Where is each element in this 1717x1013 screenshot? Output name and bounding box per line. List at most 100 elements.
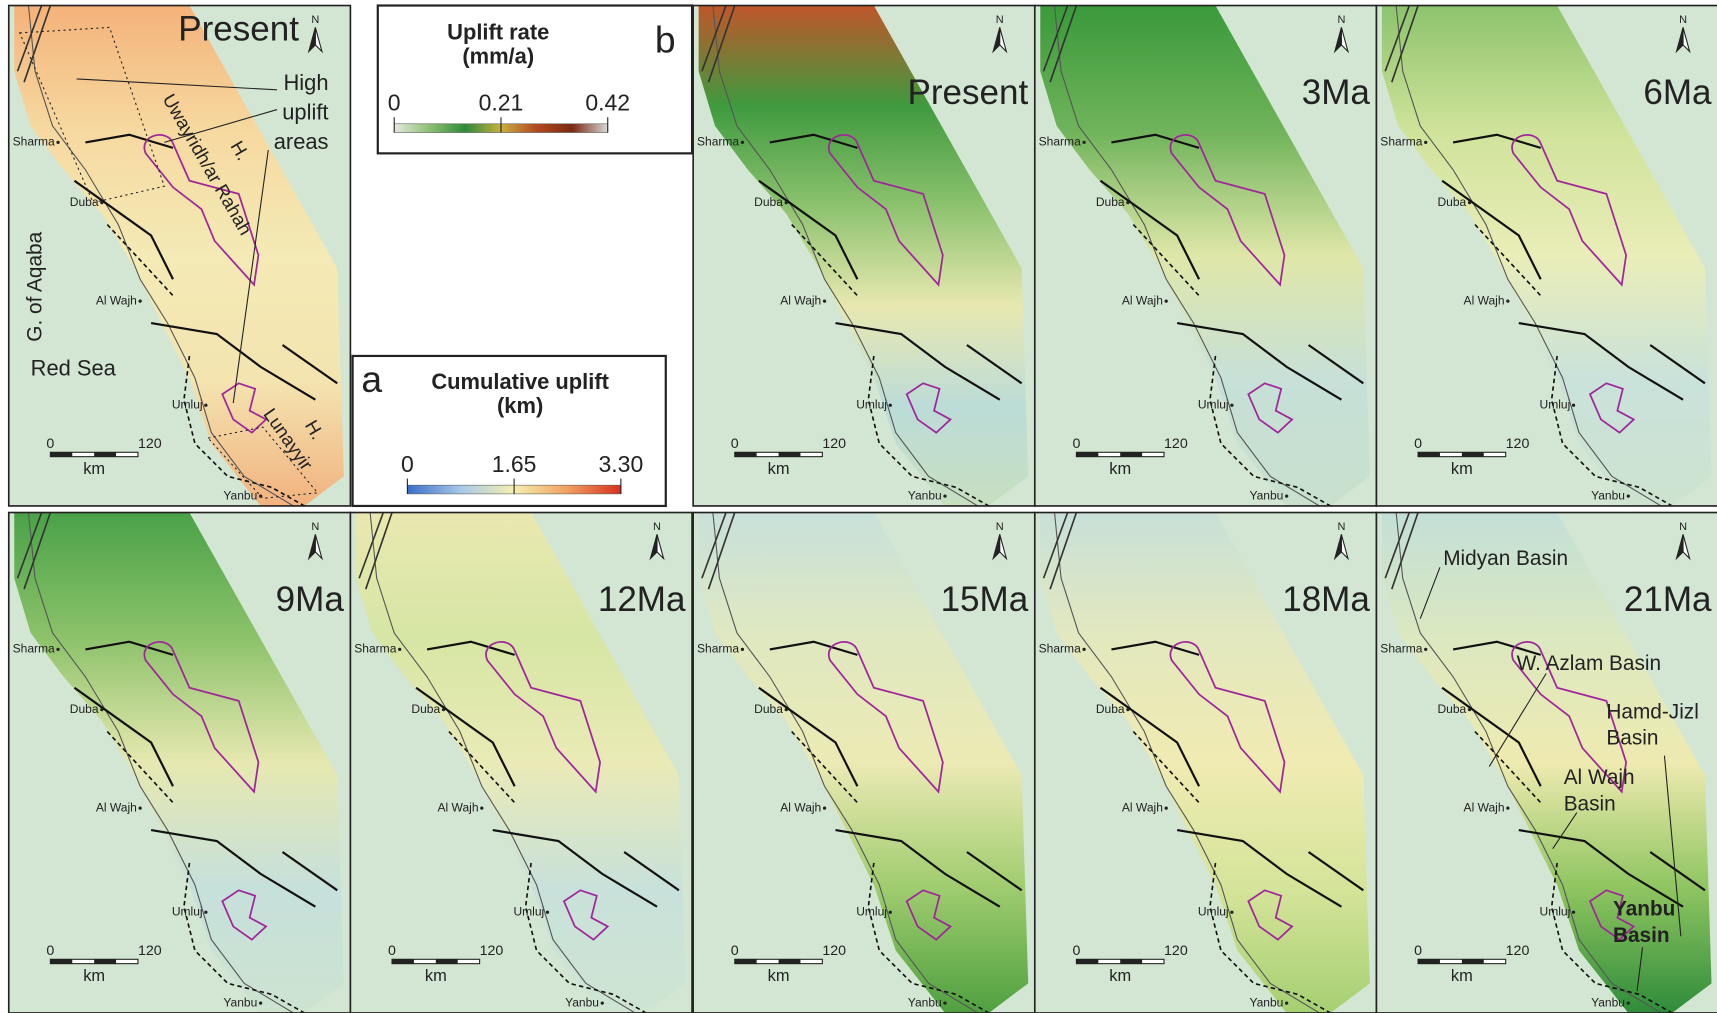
panel-label: 21Ma [1624,580,1712,619]
place-dot [741,141,744,144]
place-label: Duba [754,195,783,209]
place-label: Sharma [1380,135,1422,149]
annotation: W. Azlam Basin [1517,652,1661,675]
place-label: Al Wajh [438,800,479,814]
panel-label: 15Ma [941,580,1029,619]
place-dot [480,807,483,810]
scale-label: 0 [1414,436,1422,452]
place-dot [56,141,59,144]
scale-label: 0 [1072,943,1080,959]
annotation: areas [274,129,329,154]
place-label: Umluj [856,904,887,918]
place-dot [1285,1001,1288,1004]
place-dot [889,911,892,914]
place-dot [1165,807,1168,810]
place-label: Al Wajh [780,293,821,307]
scale-unit: km [425,967,447,985]
place-dot [1627,494,1630,497]
place-dot [1230,404,1233,407]
scale-bar [1076,959,1098,963]
place-label: Al Wajh [96,293,137,307]
north-label: N [996,521,1004,533]
place-dot [785,708,788,711]
scale-bar [1418,452,1440,456]
place-label: Sharma [697,642,739,656]
place-label: Umluj [513,904,544,918]
place-label: Yanbu [1591,995,1625,1009]
place-dot [1506,807,1509,810]
place-label: Umluj [856,397,887,411]
scale-bar [50,452,72,456]
place-dot [100,201,103,204]
map-panel: SharmaDubaAl WajhUmlujYanbuN0120km18Ma [1035,513,1377,1013]
place-dot [741,648,744,651]
scale-label: 0 [388,943,396,959]
scale-label: 120 [1506,436,1530,452]
legend-title: Cumulative uplift [431,369,609,394]
scale-unit: km [768,460,790,478]
north-label: N [311,521,319,533]
place-dot [1126,708,1129,711]
place-dot [100,708,103,711]
legend-letter: b [655,19,676,61]
annotation: High [283,70,328,95]
scale-bar [735,959,757,963]
place-label: Al Wajh [1122,293,1163,307]
place-dot [889,404,892,407]
annotation: Al Wajh [1564,766,1635,789]
annotation: Yanbu [1613,897,1675,920]
north-label: N [1679,521,1687,533]
place-label: Umluj [172,397,203,411]
place-dot [139,807,142,810]
scale-label: 0 [46,943,54,959]
panel-label: 9Ma [276,580,345,619]
place-dot [442,708,445,711]
scale-label: 120 [822,436,846,452]
scale-bar [1076,452,1098,456]
legend-title: (mm/a) [462,44,534,69]
scale-label: 120 [1164,436,1188,452]
place-label: Umluj [1540,397,1571,411]
scale-label: 120 [1164,943,1188,959]
place-dot [1627,1001,1630,1004]
annotation: G. of Aqaba [24,231,47,341]
scale-unit: km [768,967,790,985]
place-dot [1424,141,1427,144]
place-dot [546,911,549,914]
place-label: Yanbu [1249,488,1283,502]
place-dot [1424,648,1427,651]
panel-label: 6Ma [1643,73,1712,112]
place-label: Al Wajh [1122,800,1163,814]
scale-unit: km [83,967,105,985]
north-label: N [653,521,661,533]
scale-label: 120 [480,943,504,959]
scale-label: 0 [1072,436,1080,452]
map-panel: SharmaDubaAl WajhUmlujYanbuN0120km12Ma [350,513,692,1013]
colorbar-label: 3.30 [599,451,644,477]
place-label: Yanbu [565,995,599,1009]
place-dot [1082,648,1085,651]
place-dot [943,1001,946,1004]
place-label: Yanbu [1591,488,1625,502]
place-label: Umluj [1540,904,1571,918]
place-dot [823,300,826,303]
place-label: Yanbu [908,488,942,502]
scale-bar [1120,452,1142,456]
annotation: Hamd-Jizl [1606,700,1698,723]
map-panel: SharmaDubaAl WajhUmlujYanbuN0120km3Ma [1035,6,1377,506]
scale-label: 0 [731,436,739,452]
scale-label: 0 [1414,943,1422,959]
north-label: N [1679,14,1687,26]
place-label: Yanbu [1249,995,1283,1009]
place-label: Sharma [13,135,55,149]
place-label: Yanbu [223,995,257,1009]
place-dot [139,300,142,303]
place-label: Umluj [1198,397,1229,411]
annotation: Midyan Basin [1443,547,1568,570]
place-dot [1285,494,1288,497]
place-label: Duba [70,702,99,716]
north-label: N [996,14,1004,26]
place-label: Sharma [1380,642,1422,656]
place-dot [1572,911,1575,914]
